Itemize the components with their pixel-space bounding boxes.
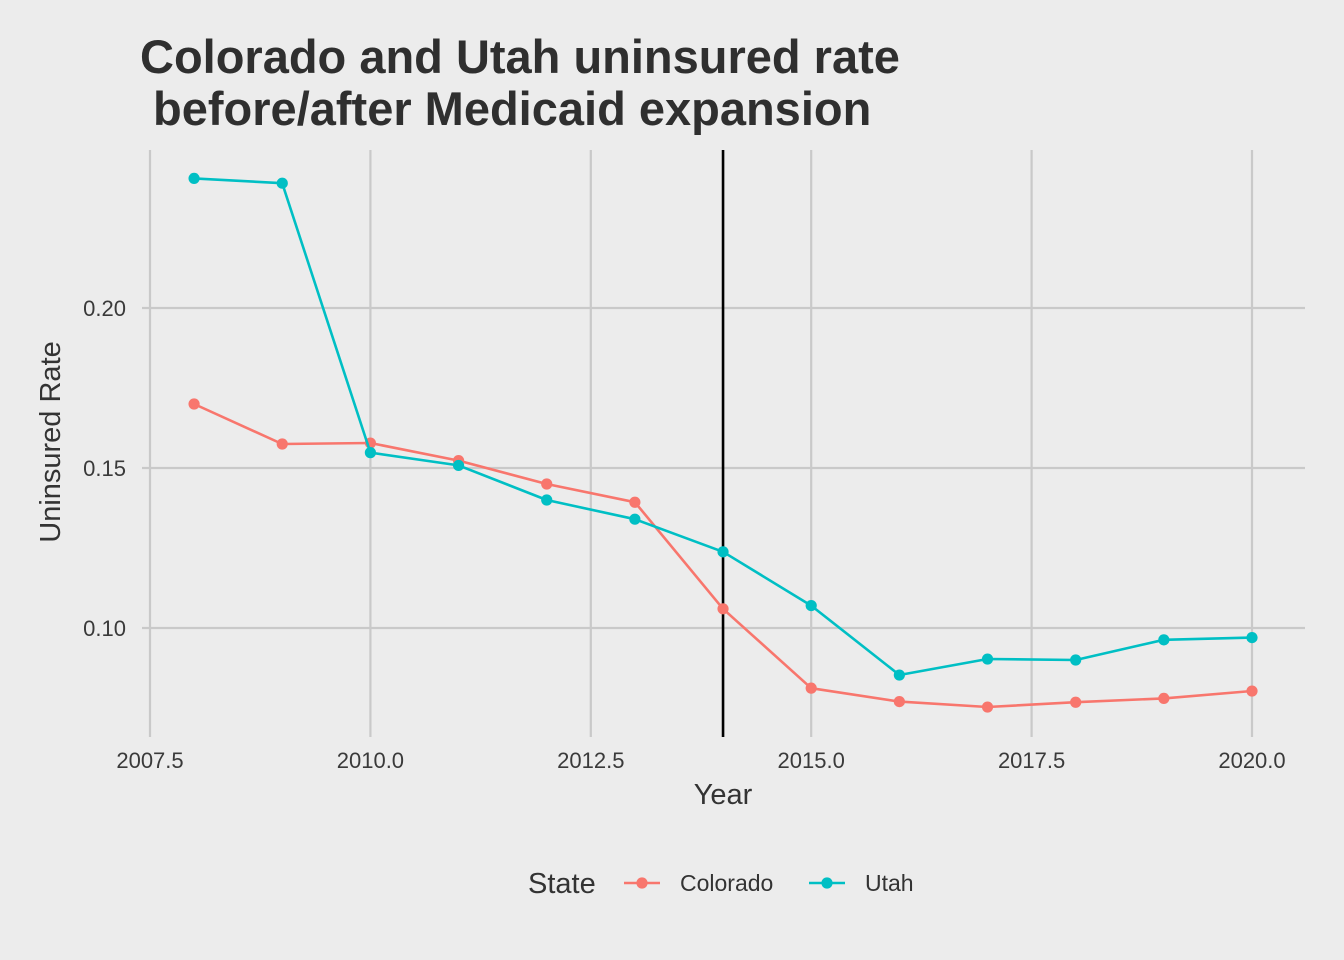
data-point-utah [452, 459, 465, 472]
data-point-utah [981, 653, 994, 665]
data-point-utah [805, 600, 817, 612]
data-point-colorado [1158, 692, 1170, 705]
legend-item-colorado: Colorado [624, 870, 773, 896]
legend-key-point [821, 877, 833, 889]
legend-label: Colorado [680, 870, 773, 896]
legend: State Colorado Utah [528, 868, 914, 900]
data-point-utah [893, 669, 905, 681]
chart-title-line-2: before/after Medicaid expansion [140, 82, 871, 135]
data-point-utah [1158, 634, 1170, 646]
legend-key-point [636, 877, 648, 889]
x-axis-tick-labels: 2007.5 2010.0 2012.5 2015.0 2017.5 2020.0 [116, 748, 1285, 773]
data-point-utah [1070, 654, 1082, 666]
y-tick-label: 0.15 [83, 456, 126, 481]
x-tick-label: 2017.5 [998, 748, 1065, 773]
data-point-colorado [717, 603, 729, 615]
data-point-colorado [893, 696, 905, 708]
data-point-utah [717, 546, 729, 558]
data-point-colorado [1070, 696, 1082, 708]
y-tick-label: 0.10 [83, 616, 126, 641]
y-axis-title: Uninsured Rate [35, 341, 67, 543]
legend-keys: Colorado Utah [624, 870, 914, 896]
x-tick-label: 2012.5 [557, 748, 624, 773]
x-tick-label: 2007.5 [116, 748, 183, 773]
data-point-colorado [188, 398, 200, 410]
series-colorado [188, 398, 1258, 713]
legend-item-utah: Utah [809, 870, 914, 896]
x-tick-label: 2010.0 [337, 748, 404, 773]
x-tick-label: 2020.0 [1218, 748, 1285, 773]
x-tick-label: 2015.0 [778, 748, 845, 773]
data-point-colorado [541, 478, 553, 490]
data-point-utah [629, 513, 641, 525]
x-gridlines [148, 150, 1254, 737]
series-utah [188, 172, 1258, 681]
x-axis-title: Year [694, 779, 753, 811]
data-point-colorado [1246, 685, 1258, 697]
series-layer [188, 172, 1258, 713]
data-point-utah [1246, 632, 1258, 644]
chart-title-line-1: Colorado and Utah uninsured rate [140, 30, 900, 83]
data-point-colorado [981, 701, 994, 713]
data-point-colorado [629, 496, 641, 508]
y-axis-tick-labels: 0.10 0.15 0.20 [83, 296, 126, 641]
data-point-utah [276, 177, 288, 189]
y-tick-label: 0.20 [83, 296, 126, 321]
data-point-colorado [276, 438, 288, 450]
data-point-utah [541, 494, 553, 506]
legend-label: Utah [865, 870, 914, 896]
data-point-utah [188, 172, 200, 184]
legend-title: State [528, 868, 596, 900]
data-point-utah [364, 447, 376, 459]
data-point-colorado [805, 682, 817, 694]
